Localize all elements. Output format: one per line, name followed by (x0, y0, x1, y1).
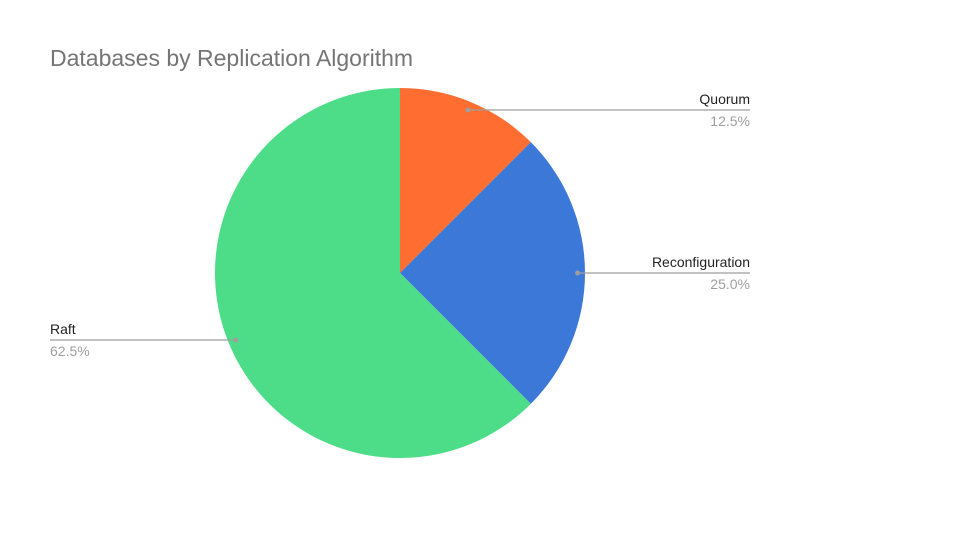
pie-slices (214, 88, 586, 459)
slice-percent-raft: 62.5% (50, 343, 90, 359)
leader-dot-reconfiguration (575, 270, 581, 276)
slice-label-quorum: Quorum (699, 91, 750, 107)
chart-title: Databases by Replication Algorithm (50, 45, 413, 71)
pie-slice-quorum[interactable] (400, 88, 531, 273)
slice-label-raft: Raft (50, 321, 76, 337)
slice-label-reconfiguration: Reconfiguration (652, 254, 750, 270)
leader-dot-quorum (465, 107, 471, 113)
slice-percent-quorum: 12.5% (710, 113, 750, 129)
pie-labels: Quorum 12.5% Reconfiguration 25.0% Raft 62.5% (50, 91, 750, 359)
leader-dot-raft (233, 337, 239, 343)
pie-slice-raft[interactable] (214, 88, 531, 459)
slice-percent-reconfiguration: 25.0% (710, 276, 750, 292)
pie-slice-reconfiguration[interactable] (400, 142, 586, 404)
